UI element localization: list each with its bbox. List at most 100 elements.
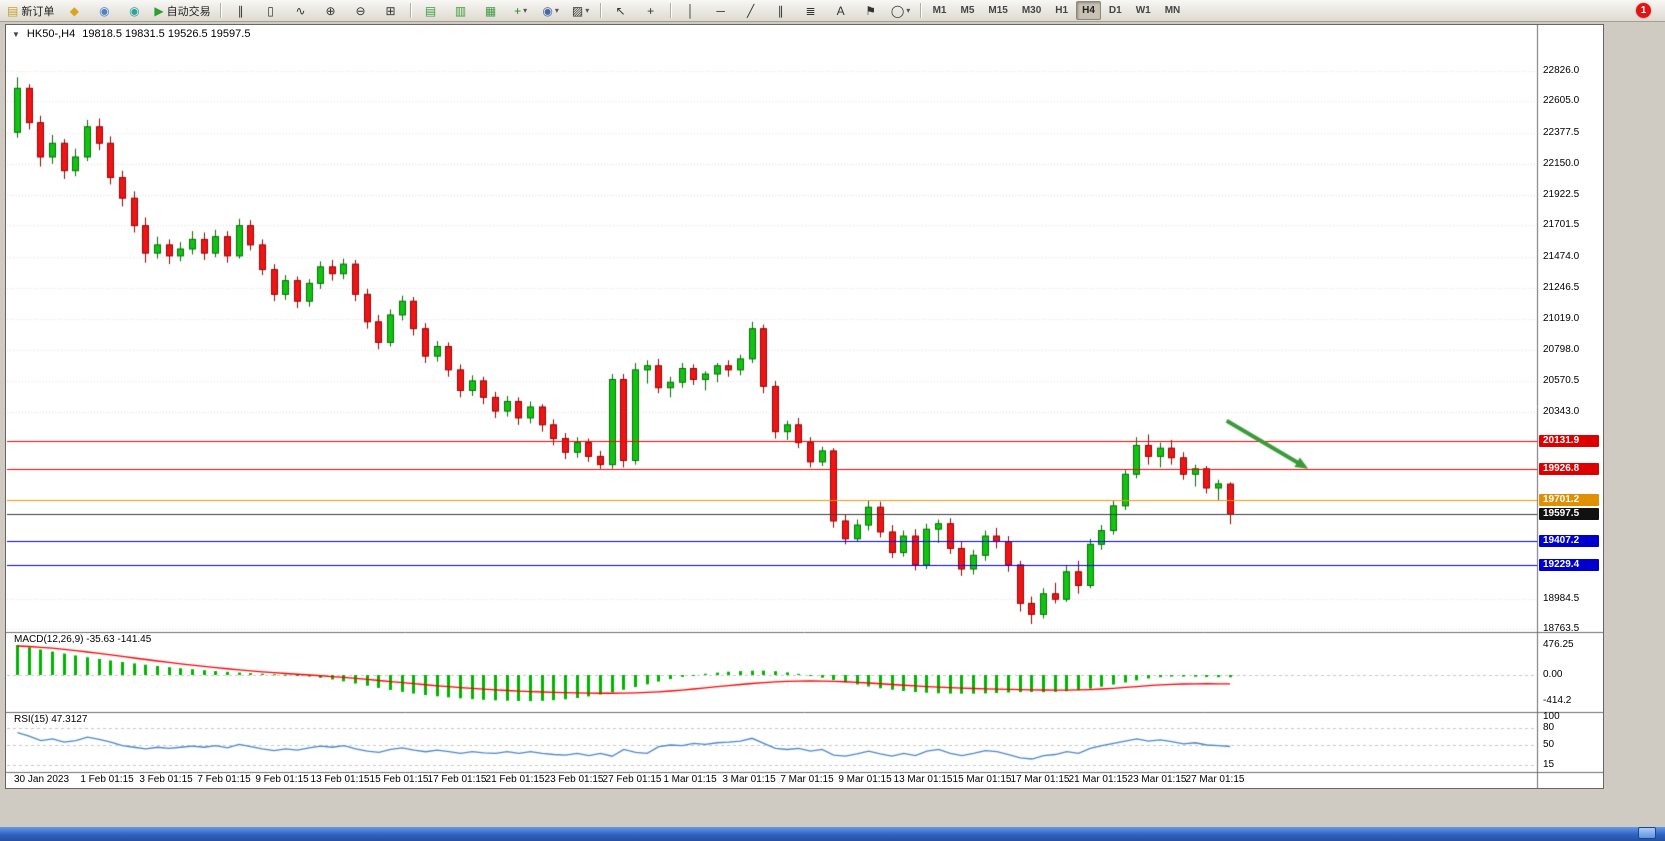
taskbar-item[interactable] xyxy=(1638,827,1656,839)
rsi-axis-label: 50 xyxy=(1543,739,1555,750)
timeframe-m1-button[interactable]: M1 xyxy=(932,5,947,16)
price-axis-label: 21701.5 xyxy=(1543,219,1580,230)
time-axis-label: 9 Feb 01:15 xyxy=(255,774,309,785)
time-axis-label: 1 Mar 01:15 xyxy=(663,774,717,785)
new-order-button-label: 新订单 xyxy=(21,5,55,18)
autotrade-button-label: 自动交易 xyxy=(166,5,211,18)
zoom-in-button[interactable]: ⊕ xyxy=(317,1,345,21)
price-line-badge: 19407.2 xyxy=(1539,535,1599,547)
timeframe-m15-button[interactable]: M15 xyxy=(988,5,1008,16)
tile-windows-button[interactable]: ⊞ xyxy=(377,1,405,21)
market-watch-button[interactable]: ◆ xyxy=(60,1,88,21)
price-axis-label: 18984.5 xyxy=(1543,593,1580,604)
macd-axis-label: 476.25 xyxy=(1543,639,1574,650)
trendline-button[interactable]: ╱ xyxy=(737,1,765,21)
periods-button[interactable]: ◉ ▾ xyxy=(537,1,565,21)
chart-arrange-1-button[interactable]: ▤ xyxy=(417,1,445,21)
label-button[interactable]: ⚑ xyxy=(857,1,885,21)
text-button[interactable]: A xyxy=(827,1,855,21)
time-axis-label: 21 Mar 01:15 xyxy=(1068,774,1128,785)
vertical-line-icon: │ xyxy=(686,3,695,18)
rsi-axis-label: 100 xyxy=(1543,711,1560,722)
time-axis-label: 27 Feb 01:15 xyxy=(602,774,662,785)
timeframe-buttons: M1 M5 M15 M30 H1 H4 D1 W1 MN xyxy=(926,0,1188,21)
price-line-badge: 20131.9 xyxy=(1539,435,1599,447)
line-chart-button[interactable]: ∿ xyxy=(287,1,315,21)
time-axis-label: 13 Feb 01:15 xyxy=(310,774,370,785)
time-axis-label: 7 Feb 01:15 xyxy=(197,774,251,785)
autotrade-button[interactable]: ▶ 自动交易 xyxy=(150,1,214,21)
zoom-in-icon: ⊕ xyxy=(325,3,336,18)
time-axis-label: 17 Mar 01:15 xyxy=(1010,774,1070,785)
chart-arrange-3-icon: ▦ xyxy=(484,3,497,18)
cursor-button[interactable]: ↖ xyxy=(607,1,635,21)
chart-symbol-period: HK50-,H4 xyxy=(26,28,76,40)
candlestick-chart-button[interactable]: ▯ xyxy=(257,1,285,21)
crosshair-button[interactable]: + xyxy=(637,1,665,21)
indicators-button[interactable]: + ▾ xyxy=(507,1,535,21)
timeframe-mn-button[interactable]: MN xyxy=(1164,5,1181,16)
shapes-button[interactable]: ◯ ▾ xyxy=(887,1,915,21)
toolbar-buttons: ▤ 新订单 ◆ ◉ ◉ ▶ 自动交易 ∥ ▯ ∿ ⊕ ⊖ ⊞ ▤ ▥ ▦ + ▾ ◉ ▾ ▨ ▾ ↖ + │ ─ ╱ ∥ ≣ A ⚑ ◯ ▾ xyxy=(2,0,926,21)
trendline-icon: ╱ xyxy=(746,3,755,18)
dropdown-arrow-icon: ▾ xyxy=(906,6,911,15)
chart-canvas[interactable] xyxy=(6,25,1603,788)
channel-icon: ∥ xyxy=(777,3,784,18)
chart-window: ▼ HK50-,H4 19818.5 19831.5 19526.5 19597… xyxy=(5,24,1604,789)
timeframe-m30-button[interactable]: M30 xyxy=(1021,5,1042,16)
chart-title: ▼ HK50-,H4 19818.5 19831.5 19526.5 19597… xyxy=(12,28,250,40)
channel-button[interactable]: ∥ xyxy=(767,1,795,21)
toolbar-separator xyxy=(409,3,412,18)
price-axis-label: 20343.0 xyxy=(1543,406,1580,417)
vertical-line-button[interactable]: │ xyxy=(677,1,705,21)
macd-axis-label: 0.00 xyxy=(1543,669,1563,680)
taskbar xyxy=(0,827,1665,841)
timeframe-d1-button[interactable]: D1 xyxy=(1108,5,1122,16)
price-axis-label: 21246.5 xyxy=(1543,282,1580,293)
price-axis-label: 21474.0 xyxy=(1543,251,1580,262)
timeframe-h1-button[interactable]: H1 xyxy=(1055,5,1069,16)
fibonacci-icon: ≣ xyxy=(805,3,816,18)
templates-icon: ▨ xyxy=(571,3,584,18)
crosshair-icon: + xyxy=(647,3,655,18)
toolbar-separator xyxy=(219,3,222,18)
new-order-button[interactable]: ▤ 新订单 xyxy=(3,1,58,21)
chart-arrange-1-icon: ▤ xyxy=(424,3,437,18)
toolbar-separator xyxy=(599,3,602,18)
new-order-icon: ▤ xyxy=(7,3,19,18)
price-axis-label: 20570.5 xyxy=(1543,375,1580,386)
time-axis-label: 9 Mar 01:15 xyxy=(838,774,892,785)
bar-chart-button[interactable]: ∥ xyxy=(227,1,255,21)
time-axis[interactable]: 30 Jan 2023 1 Feb 01:15 3 Feb 01:15 7 Feb 0… xyxy=(6,774,1537,788)
zoom-out-icon: ⊖ xyxy=(355,3,366,18)
price-axis-label: 22605.0 xyxy=(1543,95,1580,106)
price-axis-label: 22826.0 xyxy=(1543,65,1580,76)
chart-arrange-2-button[interactable]: ▥ xyxy=(447,1,475,21)
horizontal-line-button[interactable]: ─ xyxy=(707,1,735,21)
timeframe-h4-button[interactable]: H4 xyxy=(1076,1,1101,20)
time-axis-label: 3 Mar 01:15 xyxy=(722,774,776,785)
price-axis-label: 22377.5 xyxy=(1543,127,1580,138)
price-axis-label: 22150.0 xyxy=(1543,158,1580,169)
chart-menu-arrow[interactable]: ▼ xyxy=(12,29,20,39)
zoom-out-button[interactable]: ⊖ xyxy=(347,1,375,21)
chart-arrange-3-button[interactable]: ▦ xyxy=(477,1,505,21)
notification-badge[interactable]: 1 xyxy=(1636,3,1651,18)
time-axis-label: 23 Mar 01:15 xyxy=(1127,774,1187,785)
navigator-button[interactable]: ◉ xyxy=(120,1,148,21)
rsi-axis-label: 80 xyxy=(1543,722,1555,733)
price-axis[interactable]: 22826.0 22605.0 22377.5 22150.0 21922.5 21701… xyxy=(1538,25,1603,788)
time-axis-label: 15 Mar 01:15 xyxy=(952,774,1012,785)
fibonacci-button[interactable]: ≣ xyxy=(797,1,825,21)
time-axis-label: 30 Jan 2023 xyxy=(14,774,70,785)
candlestick-chart-icon: ▯ xyxy=(267,3,274,18)
timeframe-w1-button[interactable]: W1 xyxy=(1135,5,1151,16)
data-window-button[interactable]: ◉ xyxy=(90,1,118,21)
timeframe-m5-button[interactable]: M5 xyxy=(960,5,975,16)
shapes-icon: ◯ xyxy=(890,3,905,18)
price-line-badge: 19926.8 xyxy=(1539,463,1599,475)
price-line-badge: 19597.5 xyxy=(1539,508,1599,520)
time-axis-label: 27 Mar 01:15 xyxy=(1185,774,1245,785)
indicators-icon: + xyxy=(514,3,522,18)
templates-button[interactable]: ▨ ▾ xyxy=(567,1,595,21)
